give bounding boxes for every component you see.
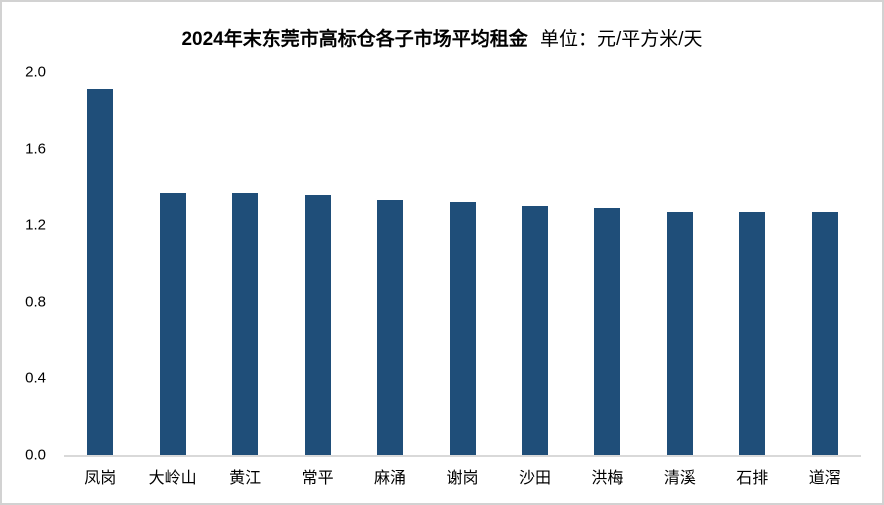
x-axis-label: 黄江 [229,470,262,487]
x-axis-label: 沙田 [518,470,551,487]
bar-洪梅 [594,208,621,455]
y-tick-label: 0.8 [25,293,46,311]
x-axis-label: 凤岗 [84,470,117,487]
x-axis: 凤岗 大岭山 黄江 常平 麻涌 谢岗 沙田 洪梅 清溪 石排 道滘 [64,464,861,488]
x-axis-label: 洪梅 [591,470,624,487]
chart-title-text: 2024年末东莞市高标仓各子市场平均租金 [181,29,528,50]
bar-麻涌 [377,200,404,455]
y-tick-label: 1.2 [25,216,46,234]
y-tick-label: 1.6 [25,140,46,158]
y-axis: 0.0 0.4 0.8 1.2 1.6 2.0 [2,64,46,464]
bar-清溪 [666,212,693,455]
chart-title: 2024年末东莞市高标仓各子市场平均租金 单位：元/平方米/天 [2,24,882,51]
y-tick-label: 0.0 [25,446,46,464]
bar-道滘 [811,212,838,455]
plot-area [64,72,861,457]
bar-凤岗 [87,89,114,455]
bar-大岭山 [159,193,186,455]
x-axis-label: 大岭山 [148,470,197,487]
x-axis-label: 清溪 [663,470,696,487]
chart-unit-label: 单位：元/平方米/天 [540,29,703,50]
bar-常平 [304,195,331,455]
y-tick-label: 0.4 [25,369,46,387]
x-axis-label: 石排 [736,470,769,487]
x-axis-label: 道滘 [808,470,841,487]
bar-石排 [739,212,766,455]
bar-谢岗 [449,202,476,455]
x-axis-label: 常平 [301,470,334,487]
x-axis-label: 麻涌 [374,470,407,487]
y-tick-label: 2.0 [25,63,46,81]
bar-沙田 [521,206,548,455]
x-axis-label: 谢岗 [446,470,479,487]
bar-黄江 [232,193,259,455]
